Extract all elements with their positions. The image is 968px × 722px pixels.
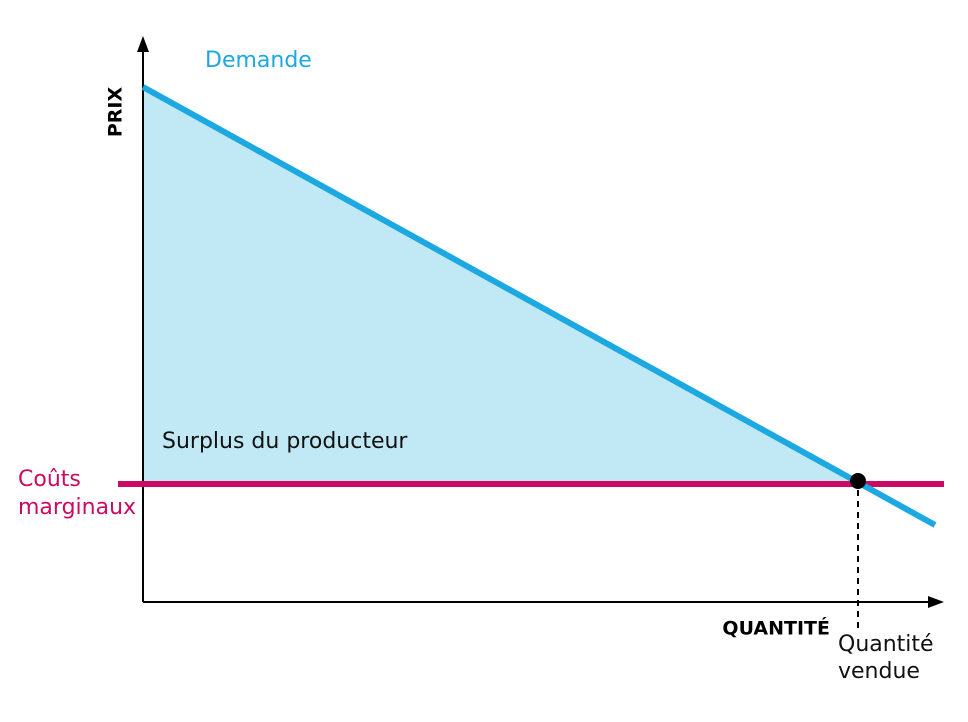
- quantity-sold-label: Quantité: [838, 632, 934, 657]
- demand-label: Demande: [205, 48, 312, 73]
- price-axis-label: PRIX: [105, 87, 127, 138]
- quantity-sold-label: vendue: [838, 659, 920, 684]
- demand-line: [141, 84, 937, 528]
- producer-surplus-label: Surplus du producteur: [162, 429, 408, 454]
- marginal-cost-label: Coûts: [18, 467, 81, 492]
- marginal-cost-label: marginaux: [18, 495, 136, 520]
- x-axis-arrow: [928, 596, 944, 608]
- equilibrium-point: [850, 473, 866, 489]
- y-axis-arrow: [137, 36, 149, 52]
- quantity-axis-label: QUANTITÉ: [722, 617, 830, 640]
